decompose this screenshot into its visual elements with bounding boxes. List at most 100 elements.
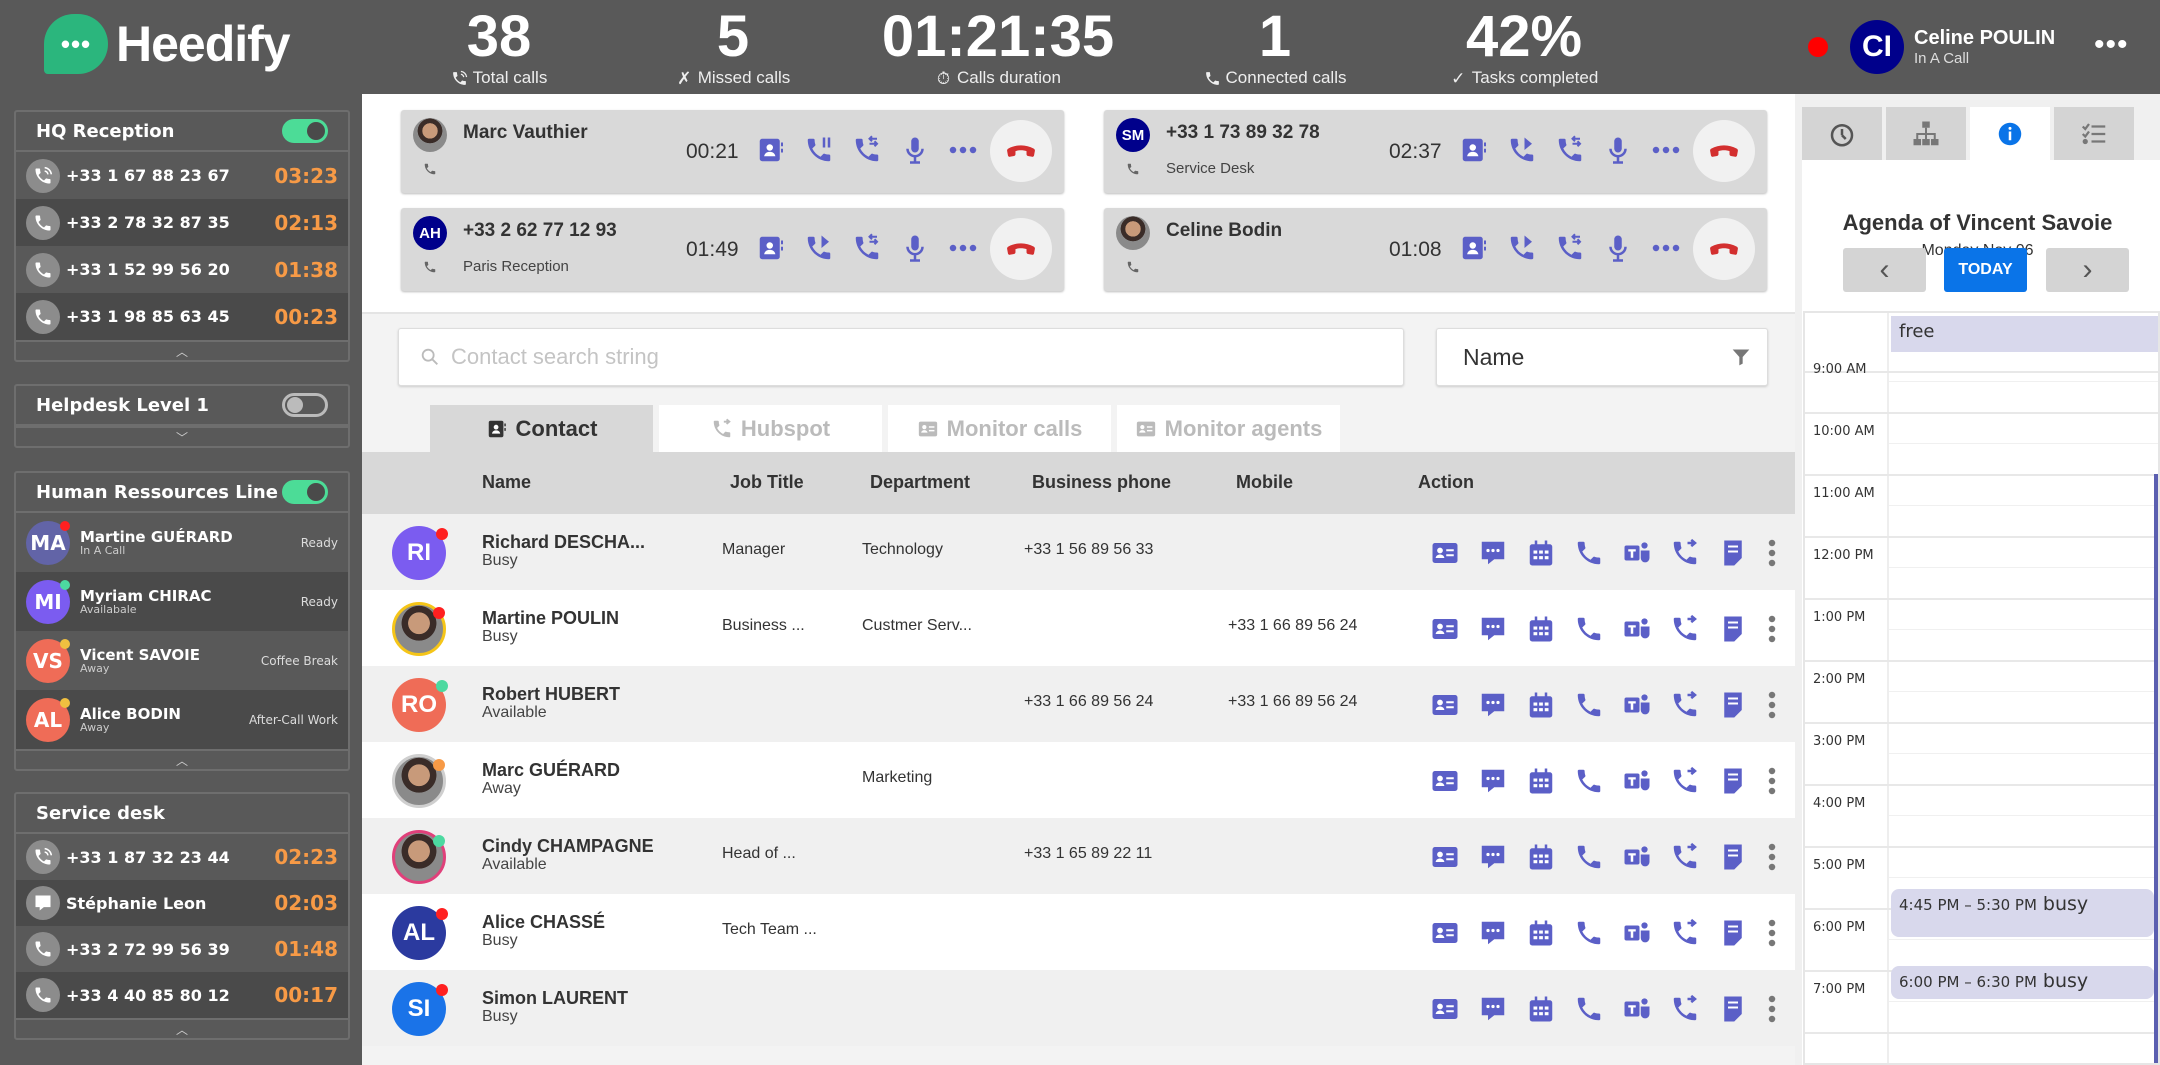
right-tab-checklist[interactable] bbox=[2054, 107, 2134, 160]
column-header-name[interactable]: Name bbox=[482, 472, 532, 492]
queue-toggle[interactable] bbox=[282, 119, 328, 143]
note-icon[interactable] bbox=[1718, 614, 1748, 644]
queue-header[interactable]: Helpdesk Level 1 bbox=[16, 386, 348, 426]
contact-search[interactable] bbox=[398, 328, 1404, 386]
tab-contact[interactable]: Contact bbox=[430, 405, 653, 452]
note-icon[interactable] bbox=[1718, 842, 1748, 872]
mic-icon[interactable] bbox=[1603, 134, 1633, 166]
transfer-icon[interactable] bbox=[1555, 134, 1585, 166]
call-icon[interactable] bbox=[1574, 538, 1604, 568]
right-tab-org-chart[interactable] bbox=[1886, 107, 1966, 160]
more-icon[interactable] bbox=[1651, 134, 1681, 166]
queue-call-item[interactable]: +33 2 78 32 87 35 02:13 bbox=[16, 199, 348, 246]
note-icon[interactable] bbox=[1718, 766, 1748, 796]
transfer-icon[interactable] bbox=[1670, 766, 1700, 796]
note-icon[interactable] bbox=[1718, 994, 1748, 1024]
contact-card-icon[interactable] bbox=[1430, 690, 1460, 720]
call-forward-icon[interactable] bbox=[1507, 232, 1537, 264]
chat-icon[interactable] bbox=[1478, 538, 1508, 568]
note-icon[interactable] bbox=[1718, 690, 1748, 720]
queue-call-item[interactable]: +33 1 87 32 23 44 02:23 bbox=[16, 834, 348, 880]
teams-icon[interactable] bbox=[1622, 918, 1652, 948]
queue-call-item[interactable]: +33 1 98 85 63 45 00:23 bbox=[16, 293, 348, 340]
contact-name[interactable]: Robert HUBERT bbox=[482, 684, 620, 704]
queue-agent-item[interactable]: MI Myriam CHIRAC Availabale Ready bbox=[16, 572, 348, 631]
hang-up-button[interactable] bbox=[1693, 120, 1755, 182]
next-day-button[interactable]: › bbox=[2046, 248, 2129, 292]
column-header-department[interactable]: Department bbox=[870, 472, 971, 492]
transfer-icon[interactable] bbox=[852, 232, 882, 264]
contact-name[interactable]: Marc GUÉRARD bbox=[482, 760, 621, 780]
more-vertical-icon[interactable] bbox=[1766, 766, 1778, 796]
teams-icon[interactable] bbox=[1622, 994, 1652, 1024]
calendar-icon[interactable] bbox=[1526, 994, 1556, 1024]
note-icon[interactable] bbox=[1718, 538, 1748, 568]
hang-up-button[interactable] bbox=[990, 218, 1052, 280]
transfer-icon[interactable] bbox=[1670, 614, 1700, 644]
mic-icon[interactable] bbox=[900, 134, 930, 166]
chat-icon[interactable] bbox=[1478, 690, 1508, 720]
transfer-icon[interactable] bbox=[1670, 538, 1700, 568]
contact-card-icon[interactable] bbox=[1430, 766, 1460, 796]
more-vertical-icon[interactable] bbox=[1766, 842, 1778, 872]
contact-business[interactable]: +33 1 65 89 22 11 bbox=[1024, 845, 1153, 862]
day-calendar[interactable]: free 9:00 AM 10:00 AM 11:00 AM 12:00 PM 1:00… bbox=[1803, 311, 2160, 1065]
more-icon[interactable] bbox=[948, 232, 978, 264]
column-header-action[interactable]: Action bbox=[1418, 472, 1474, 492]
more-vertical-icon[interactable] bbox=[1766, 994, 1778, 1024]
search-field-select[interactable]: Name bbox=[1436, 328, 1768, 386]
calendar-icon[interactable] bbox=[1526, 538, 1556, 568]
hang-up-button[interactable] bbox=[990, 120, 1052, 182]
contact-row[interactable]: RI Richard DESCHA... Busy Manager Technology… bbox=[362, 514, 1795, 590]
queue-header[interactable]: HQ Reception bbox=[16, 112, 348, 152]
contact-mobile[interactable]: +33 1 66 89 56 24 bbox=[1228, 693, 1358, 710]
tab-monitor-calls[interactable]: Monitor calls bbox=[888, 405, 1111, 452]
hold-icon[interactable] bbox=[804, 134, 834, 166]
calendar-icon[interactable] bbox=[1526, 690, 1556, 720]
more-icon[interactable] bbox=[1651, 232, 1681, 264]
mic-icon[interactable] bbox=[1603, 232, 1633, 264]
calendar-icon[interactable] bbox=[1526, 766, 1556, 796]
contact-name[interactable]: Alice CHASSÉ bbox=[482, 912, 606, 932]
queue-toggle[interactable] bbox=[282, 480, 328, 504]
chat-icon[interactable] bbox=[1478, 614, 1508, 644]
contact-row[interactable]: Cindy CHAMPAGNE Available Head of ... +33 1… bbox=[362, 818, 1795, 894]
queue-call-item[interactable]: +33 4 40 85 80 12 00:17 bbox=[16, 972, 348, 1018]
call-icon[interactable] bbox=[1574, 690, 1604, 720]
queue-call-item[interactable]: +33 1 52 99 56 20 01:38 bbox=[16, 246, 348, 293]
calendar-icon[interactable] bbox=[1526, 614, 1556, 644]
teams-icon[interactable] bbox=[1622, 614, 1652, 644]
queue-agent-item[interactable]: MA Martine GUÉRARD In A Call Ready bbox=[16, 513, 348, 572]
contact-business[interactable]: +33 1 56 89 56 33 bbox=[1024, 541, 1154, 558]
right-tab-history[interactable] bbox=[1802, 107, 1882, 160]
teams-icon[interactable] bbox=[1622, 766, 1652, 796]
column-header-job-title[interactable]: Job Title bbox=[730, 472, 804, 492]
chat-icon[interactable] bbox=[1478, 918, 1508, 948]
mic-icon[interactable] bbox=[900, 232, 930, 264]
calendar-icon[interactable] bbox=[1526, 842, 1556, 872]
collapse-chevron-icon[interactable]: ︿ bbox=[16, 340, 348, 360]
contact-card-icon[interactable] bbox=[756, 134, 786, 166]
calendar-event[interactable]: 6:00 PM – 6:30 PM busy bbox=[1891, 966, 2154, 999]
queue-call-item[interactable]: +33 2 72 99 56 39 01:48 bbox=[16, 926, 348, 972]
more-vertical-icon[interactable] bbox=[1766, 614, 1778, 644]
contact-card-icon[interactable] bbox=[756, 232, 786, 264]
queue-toggle[interactable] bbox=[282, 393, 328, 417]
contact-name[interactable]: Richard DESCHA... bbox=[482, 532, 646, 552]
chat-icon[interactable] bbox=[1478, 994, 1508, 1024]
queue-header[interactable]: Service desk bbox=[16, 794, 348, 834]
contact-card-icon[interactable] bbox=[1430, 842, 1460, 872]
call-forward-icon[interactable] bbox=[804, 232, 834, 264]
tab-monitor-agents[interactable]: Monitor agents bbox=[1117, 405, 1340, 452]
contact-card-icon[interactable] bbox=[1430, 994, 1460, 1024]
contact-card-icon[interactable] bbox=[1430, 614, 1460, 644]
queue-agent-item[interactable]: AL Alice BODIN Away After-Call Work bbox=[16, 690, 348, 749]
call-icon[interactable] bbox=[1574, 918, 1604, 948]
more-options-button[interactable]: ••• bbox=[2094, 28, 2129, 61]
transfer-icon[interactable] bbox=[852, 134, 882, 166]
search-input[interactable] bbox=[451, 344, 1351, 370]
queue-header[interactable]: Human Ressources Line bbox=[16, 473, 348, 513]
call-icon[interactable] bbox=[1574, 614, 1604, 644]
call-forward-icon[interactable] bbox=[1507, 134, 1537, 166]
transfer-icon[interactable] bbox=[1555, 232, 1585, 264]
